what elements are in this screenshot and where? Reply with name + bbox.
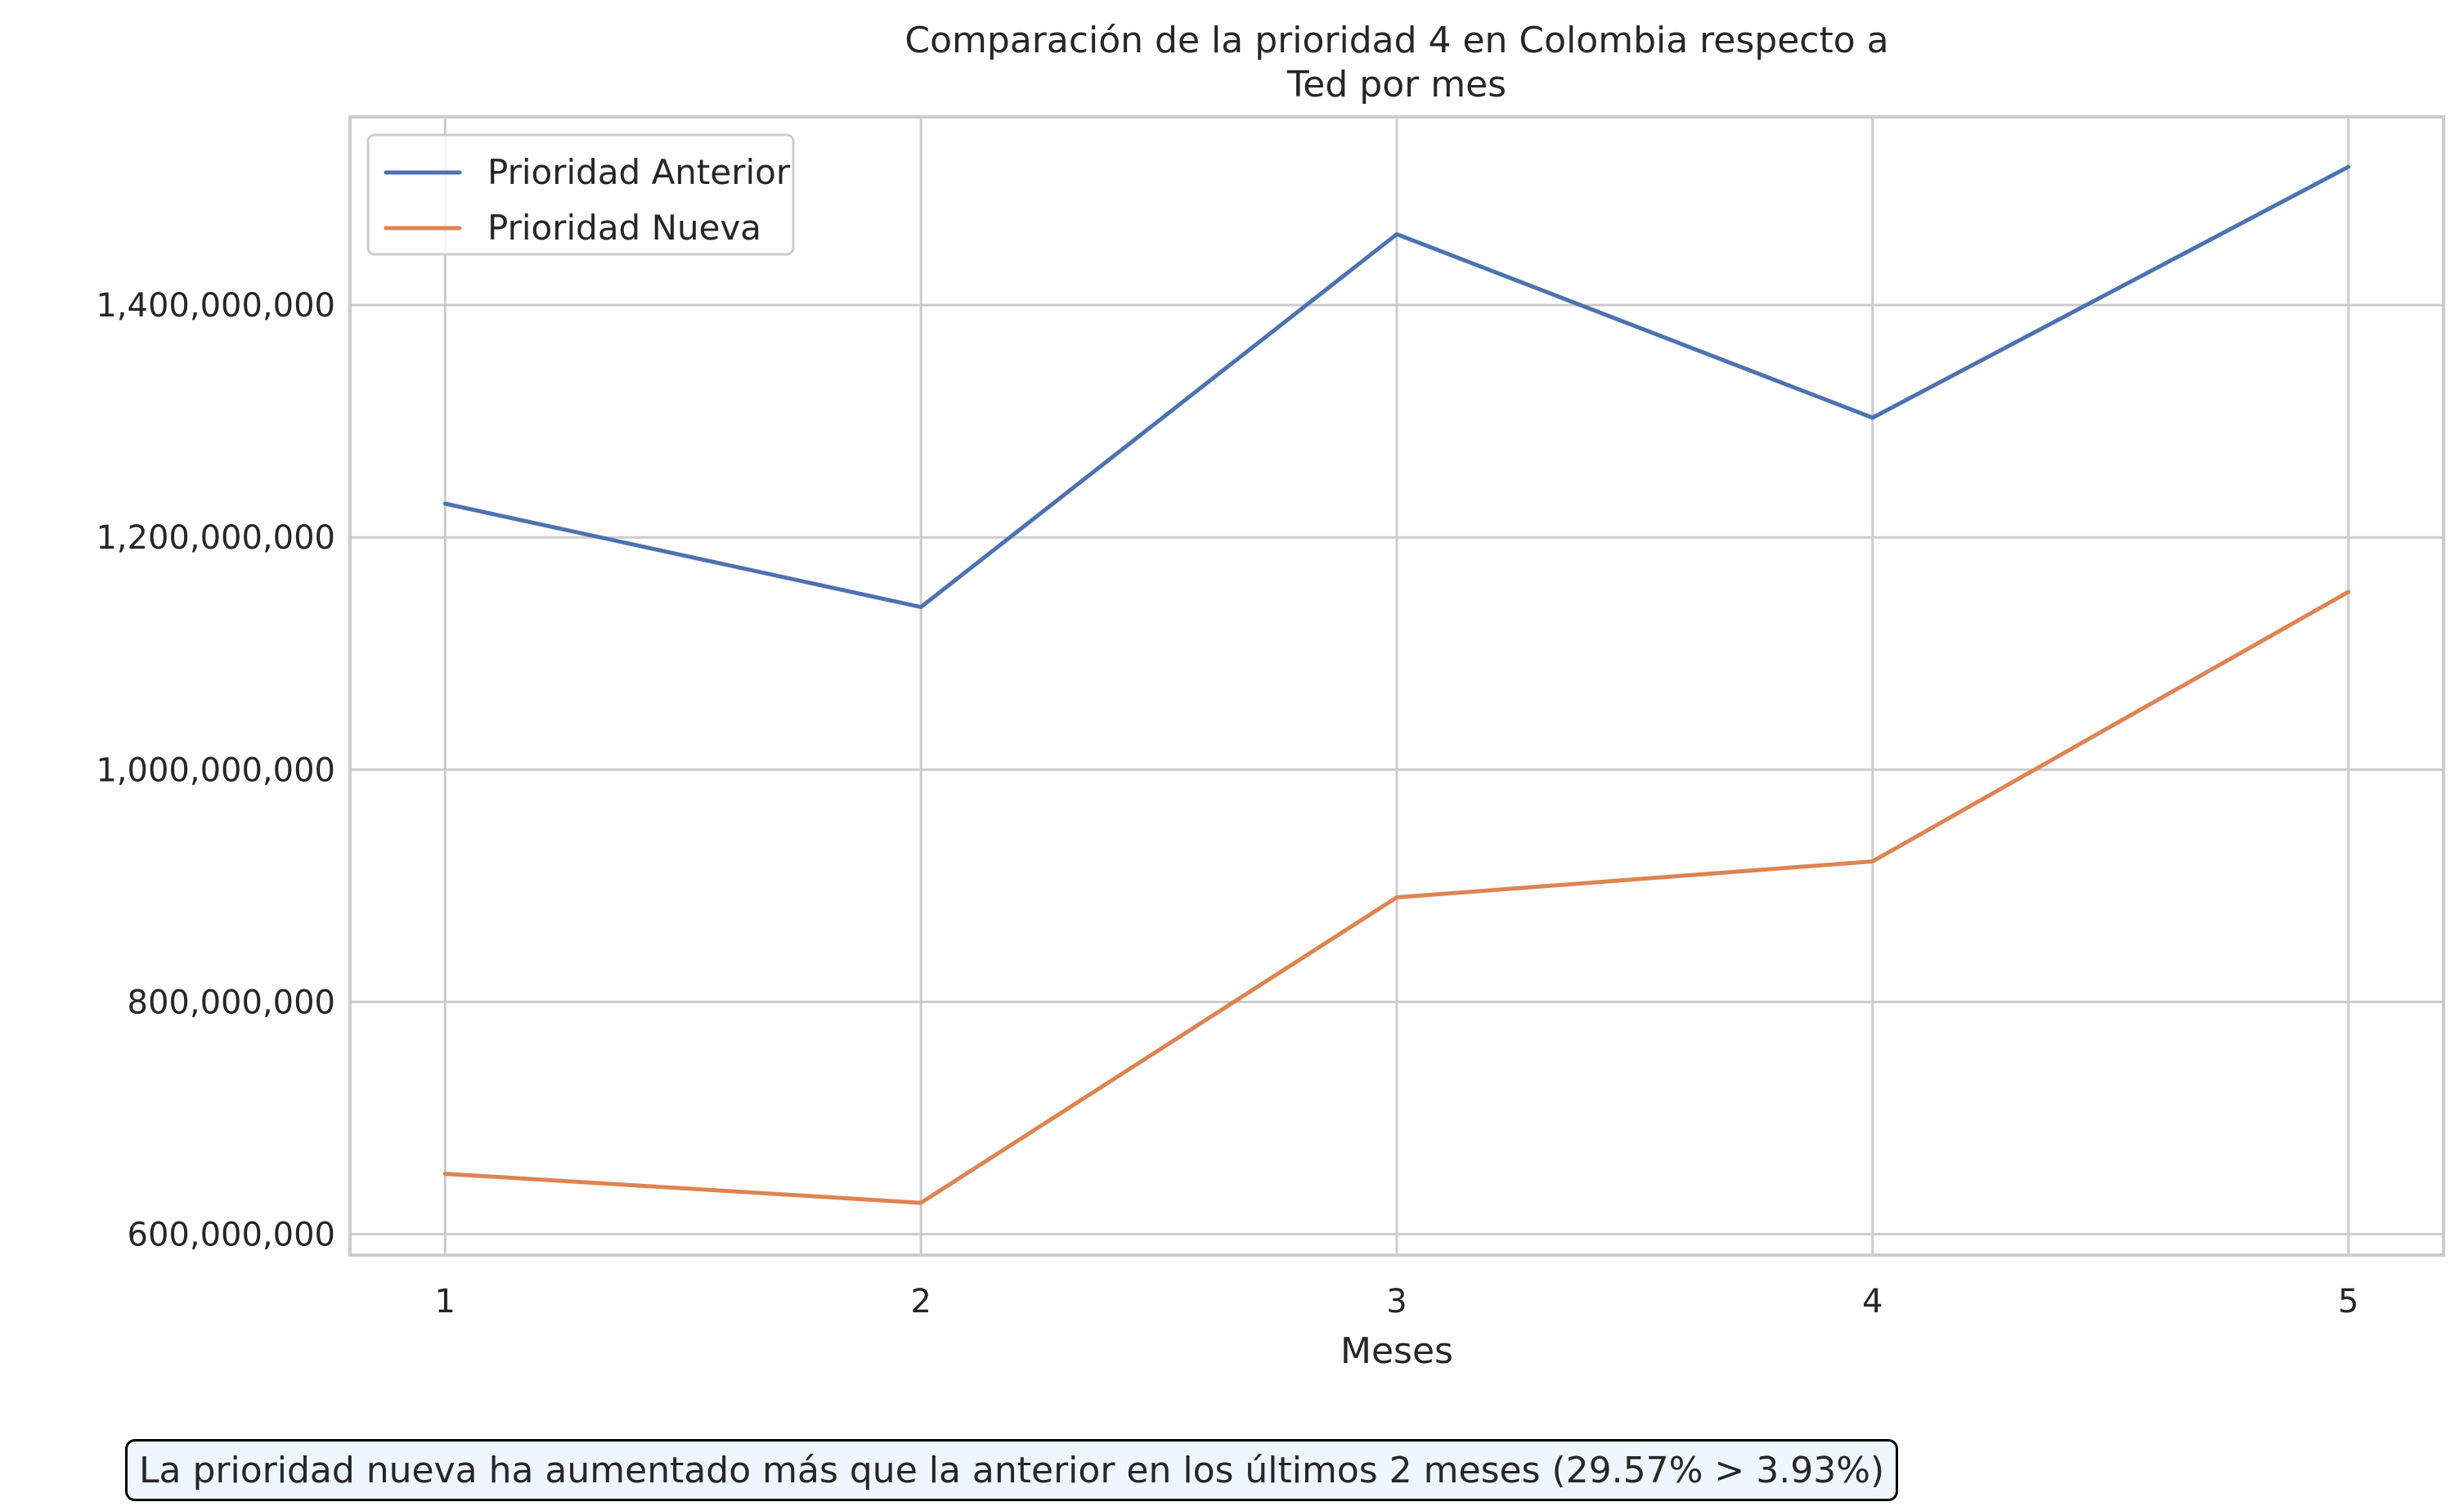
chart-title: Comparación de la prioridad 4 en Colombi… <box>904 20 1888 105</box>
series-line-prioridad-anterior <box>442 164 2351 609</box>
y-tick-label: 1,400,000,000 <box>96 287 335 325</box>
x-tick-label: 4 <box>1862 1283 1883 1320</box>
legend-box <box>366 133 795 256</box>
series-lines <box>442 164 2351 1205</box>
x-tick-label: 5 <box>2338 1283 2359 1320</box>
annotation-box: La prioridad nueva ha aumentado más que … <box>125 1439 1899 1501</box>
annotation-text: La prioridad nueva ha aumentado más que … <box>139 1449 1885 1491</box>
chart-title-line: Ted por mes <box>1286 64 1506 105</box>
y-tick-label: 600,000,000 <box>128 1216 335 1253</box>
grid <box>350 117 2444 1255</box>
chart-title-line: Comparación de la prioridad 4 en Colombi… <box>904 20 1888 61</box>
legend: Prioridad Anterior Prioridad Nueva <box>366 133 795 256</box>
x-tick-label: 1 <box>435 1283 456 1320</box>
x-tick-label: 2 <box>910 1283 931 1320</box>
y-tick-label: 800,000,000 <box>128 984 335 1021</box>
y-axis-ticks: 600,000,000 800,000,000 1,000,000,000 1,200… <box>96 287 335 1253</box>
legend-label: Prioridad Anterior <box>487 152 791 192</box>
y-tick-label: 1,000,000,000 <box>96 751 335 789</box>
x-tick-label: 3 <box>1386 1283 1407 1320</box>
series-line-prioridad-nueva <box>442 590 2351 1205</box>
y-tick-label: 1,200,000,000 <box>96 519 335 557</box>
x-axis-ticks: 1 2 3 4 5 <box>435 1283 2359 1320</box>
legend-label: Prioridad Nueva <box>487 208 761 248</box>
x-axis-label: Meses <box>1340 1330 1453 1372</box>
plot-frame <box>348 115 2445 1257</box>
